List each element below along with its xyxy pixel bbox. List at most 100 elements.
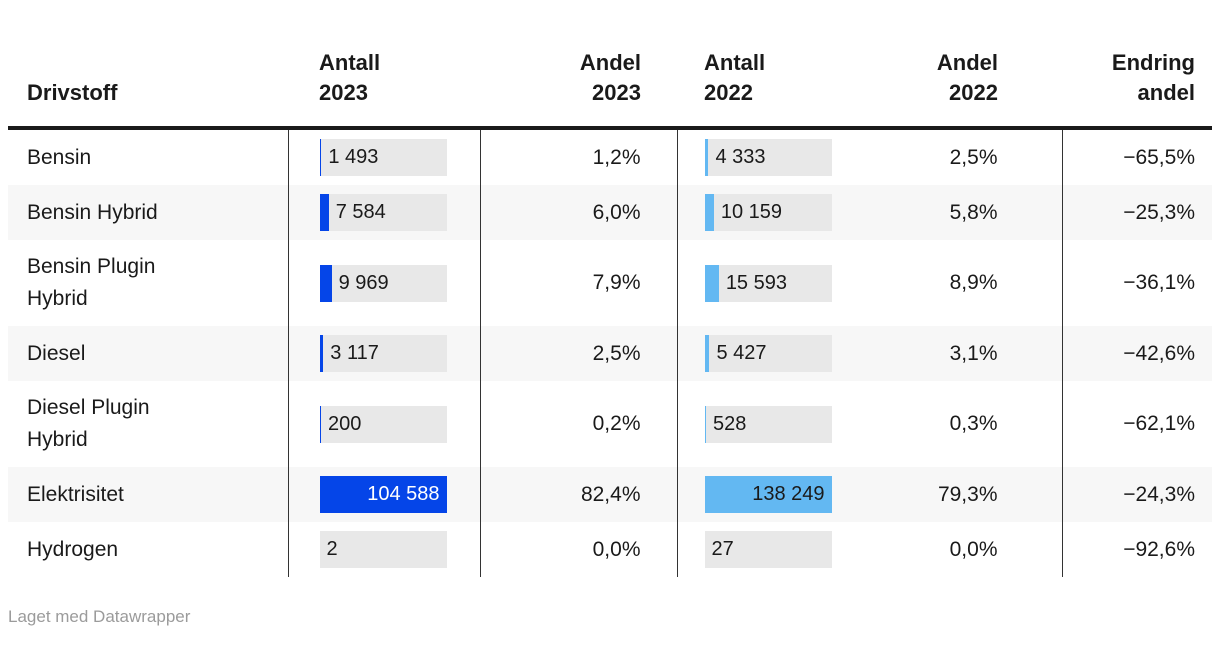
andel-2022-cell: 3,1% — [949, 341, 998, 365]
attribution-footer: Laget med Datawrapper — [8, 607, 1212, 627]
table-row: Elektrisitet 104 588 82,4% 138 249 79,3%… — [8, 467, 1212, 522]
col-header-antall-2022: Antall 2022 — [677, 48, 865, 130]
col-header-andel-2022: Andel 2022 — [865, 48, 1062, 130]
header-row: Drivstoff Antall 2023 Andel 2023 Antall … — [8, 48, 1212, 130]
endring-andel-cell: −42,6% — [1061, 326, 1212, 381]
bar-track-2023: 7 584 — [319, 194, 447, 231]
col-header-label: Andel — [936, 50, 998, 75]
antall-2023-cell: 7 584 — [287, 185, 480, 240]
fuel-name-label: Bensin Hybrid — [27, 200, 158, 224]
antall-2022-cell: 15 593 — [676, 240, 865, 326]
antall-2022-cell: 4 333 — [676, 128, 865, 185]
bar-2022 — [704, 194, 714, 231]
table-row: Diesel 3 117 2,5% 5 427 3,1% −42,6% — [8, 326, 1212, 381]
andel-2022-cell: 2,5% — [949, 145, 998, 169]
col-header-antall-2023: Antall 2023 — [288, 48, 480, 130]
bar-track-2022: 138 249 — [704, 476, 832, 513]
col-header-label: Antall — [319, 50, 381, 75]
fuel-name-cell: Bensin — [8, 128, 288, 185]
bar-2022 — [704, 264, 719, 302]
andel-2023-cell: 1,2% — [479, 128, 677, 185]
andel-2022-cell: 5,8% — [949, 200, 998, 224]
col-header-label: Antall — [704, 50, 766, 75]
bar-value-label-2023: 7 584 — [335, 201, 386, 223]
bar-track-2022: 15 593 — [704, 264, 832, 302]
fuel-name-cell: Bensin Hybrid — [8, 185, 288, 240]
andel-2022-cell: 0,0% — [949, 537, 998, 561]
bar-value-label-2022: 528 — [713, 412, 747, 435]
col-header-label: 2022 — [949, 80, 998, 105]
fuel-name-label: Diesel — [27, 341, 86, 365]
bar-track-2023: 104 588 — [319, 476, 447, 513]
fuel-table: Drivstoff Antall 2023 Andel 2023 Antall … — [8, 48, 1212, 577]
andel-2023-cell: 2,5% — [479, 326, 677, 381]
bar-value-label-2022: 4 333 — [715, 146, 766, 168]
col-header-andel-2023: Andel 2023 — [480, 48, 677, 130]
col-header-label: Drivstoff — [27, 80, 118, 105]
fuel-name-label: Elektrisitet — [27, 482, 124, 506]
antall-2023-cell: 9 969 — [287, 240, 480, 326]
col-header-label: 2023 — [319, 80, 368, 105]
col-header-label: andel — [1137, 80, 1195, 105]
antall-2022-cell: 5 427 — [676, 326, 865, 381]
bar-track-2022: 10 159 — [704, 194, 832, 231]
antall-2023-cell: 104 588 — [287, 467, 480, 522]
andel-2022-cell: 8,9% — [949, 271, 998, 294]
antall-2022-cell: 138 249 — [676, 467, 865, 522]
table-row: Diesel Plugin Hybrid 200 0,2% 528 0,3% −… — [8, 381, 1212, 467]
bar-value-label-2023: 9 969 — [338, 271, 389, 294]
table-body: Bensin 1 493 1,2% 4 333 2,5% −65,5% Bens… — [8, 128, 1212, 577]
bar-2023 — [319, 476, 447, 513]
endring-andel-cell: −36,1% — [1061, 240, 1212, 326]
bar-track-2023: 1 493 — [319, 139, 447, 176]
table-row: Bensin Plugin Hybrid 9 969 7,9% 15 593 8… — [8, 240, 1212, 326]
bar-2022 — [704, 139, 709, 176]
endring-andel-cell: −62,1% — [1061, 381, 1212, 467]
endring-andel-cell: −65,5% — [1061, 128, 1212, 185]
bar-2023 — [319, 139, 322, 176]
bar-track-2023: 200 — [319, 405, 447, 443]
endring-andel-cell: −25,3% — [1061, 185, 1212, 240]
bar-track-2023: 3 117 — [319, 335, 447, 372]
fuel-name-cell: Bensin Plugin Hybrid — [8, 240, 288, 326]
antall-2023-cell: 3 117 — [287, 326, 480, 381]
bar-2022 — [704, 476, 832, 513]
col-header-label: 2022 — [704, 80, 753, 105]
andel-2023-cell: 82,4% — [479, 467, 677, 522]
fuel-name-cell: Elektrisitet — [8, 467, 288, 522]
col-header-drivstoff: Drivstoff — [8, 48, 288, 130]
bar-value-label-2023: 200 — [328, 412, 362, 435]
bar-track-2023: 2 — [319, 531, 447, 568]
andel-2023-cell: 0,0% — [479, 522, 677, 577]
bar-2023 — [319, 405, 321, 443]
table-row: Hydrogen 2 0,0% 27 0,0% −92,6% — [8, 522, 1212, 577]
datawrapper-attribution-link[interactable]: Laget med Datawrapper — [8, 607, 191, 626]
fuel-name-cell: Diesel — [8, 326, 288, 381]
col-header-endring-andel: Endring andel — [1062, 48, 1212, 130]
bar-value-label-2022: 10 159 — [720, 201, 782, 223]
table-row: Bensin Hybrid 7 584 6,0% 10 159 5,8% −25… — [8, 185, 1212, 240]
bar-track-2022: 528 — [704, 405, 832, 443]
bar-value-label-2023: 1 493 — [328, 146, 379, 168]
fuel-name-cell: Diesel Plugin Hybrid — [8, 381, 288, 467]
endring-andel-cell: −92,6% — [1061, 522, 1212, 577]
andel-2023-cell: 0,2% — [479, 381, 677, 467]
bar-2022 — [704, 335, 710, 372]
fuel-name-label: Hydrogen — [27, 537, 119, 561]
col-header-label: Endring — [1111, 50, 1195, 75]
bar-2022 — [704, 405, 706, 443]
col-header-label: Andel — [579, 50, 641, 75]
bar-2023 — [319, 335, 324, 372]
bar-value-label-2022: 5 427 — [716, 342, 767, 364]
andel-2023-cell: 7,9% — [479, 240, 677, 326]
fuel-name-label: Bensin Plugin Hybrid — [27, 255, 156, 310]
bar-value-label-2022: 27 — [711, 538, 734, 560]
bar-value-label-2022: 138 249 — [752, 483, 825, 505]
bar-track-2022: 27 — [704, 531, 832, 568]
antall-2022-cell: 27 — [676, 522, 865, 577]
bar-track-2023: 9 969 — [319, 264, 447, 302]
bar-value-label-2023: 104 588 — [367, 483, 440, 505]
bar-track-2022: 4 333 — [704, 139, 832, 176]
bar-value-label-2022: 15 593 — [725, 271, 787, 294]
